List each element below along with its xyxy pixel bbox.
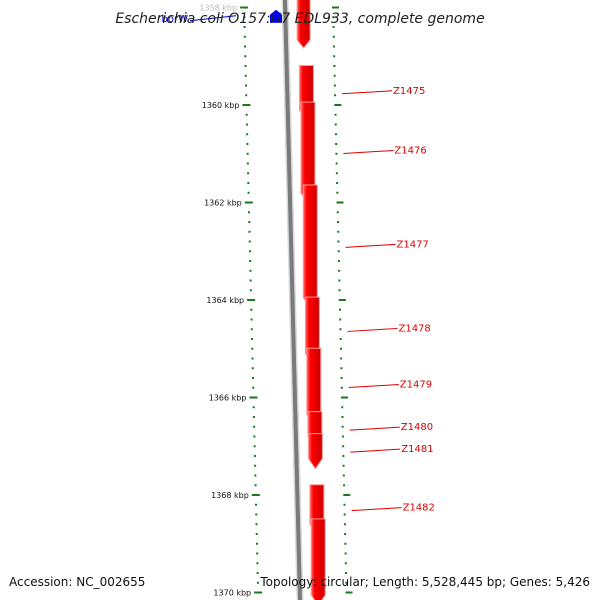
accession-label: Accession: NC_002655 (9, 575, 145, 589)
gene-label: Z1479 (400, 380, 432, 391)
scale-label: 1362 kbp (204, 199, 242, 208)
gene-label: borW (162, 14, 189, 25)
genome-summary: Topology: circular; Length: 5,528,445 bp… (259, 575, 590, 589)
scale-label: 1364 kbp (206, 296, 244, 305)
scale-label: 1358 kbp (199, 4, 237, 13)
gene-label-leader (345, 243, 396, 248)
gene-label-leader (189, 15, 237, 22)
gene-label-leader (348, 384, 399, 388)
gene-label: Z1478 (398, 323, 430, 334)
gene-label-leader (349, 426, 400, 431)
gene-arrow-reverse (310, 518, 326, 600)
gene-label: Z1477 (397, 239, 429, 250)
scale-label: 1370 kbp (213, 589, 251, 598)
gene-label: Z1476 (394, 146, 426, 157)
gene-features (270, 0, 326, 600)
scale-label: 1360 kbp (202, 101, 240, 110)
gene-arrow-reverse (296, 0, 311, 49)
scale-label: 1366 kbp (209, 394, 247, 403)
gene-label-leader (347, 327, 398, 332)
gene-labels: Z1475 Z1476 Z1477 Z1478 Z1479 Z1480 Z1481 Z1482… (162, 14, 435, 514)
gene-label: Z1481 (401, 444, 433, 455)
gene-arrow-reverse (307, 433, 323, 470)
scale-ticks: 1358 kbp 1360 kbp 1362 kbp 1364 kbp 1366 kbp… (199, 4, 353, 598)
gene-arrow-forward (270, 9, 282, 23)
map-title: Escherichia coli O157:H7 EDL933, complet… (115, 11, 484, 27)
gene-label: Z1475 (393, 86, 425, 97)
gene-label: Z1482 (403, 503, 435, 514)
scale-label: 1368 kbp (211, 491, 249, 500)
gene-label: Z1480 (401, 422, 433, 433)
gene-label-leader (351, 507, 402, 512)
backbone-line (282, 0, 303, 600)
gene-arrow-reverse (302, 184, 318, 309)
gene-label-leader (350, 448, 401, 453)
gene-label-leader (343, 150, 394, 154)
genome-backbone (281, 0, 304, 600)
gene-label-leader (341, 90, 393, 95)
